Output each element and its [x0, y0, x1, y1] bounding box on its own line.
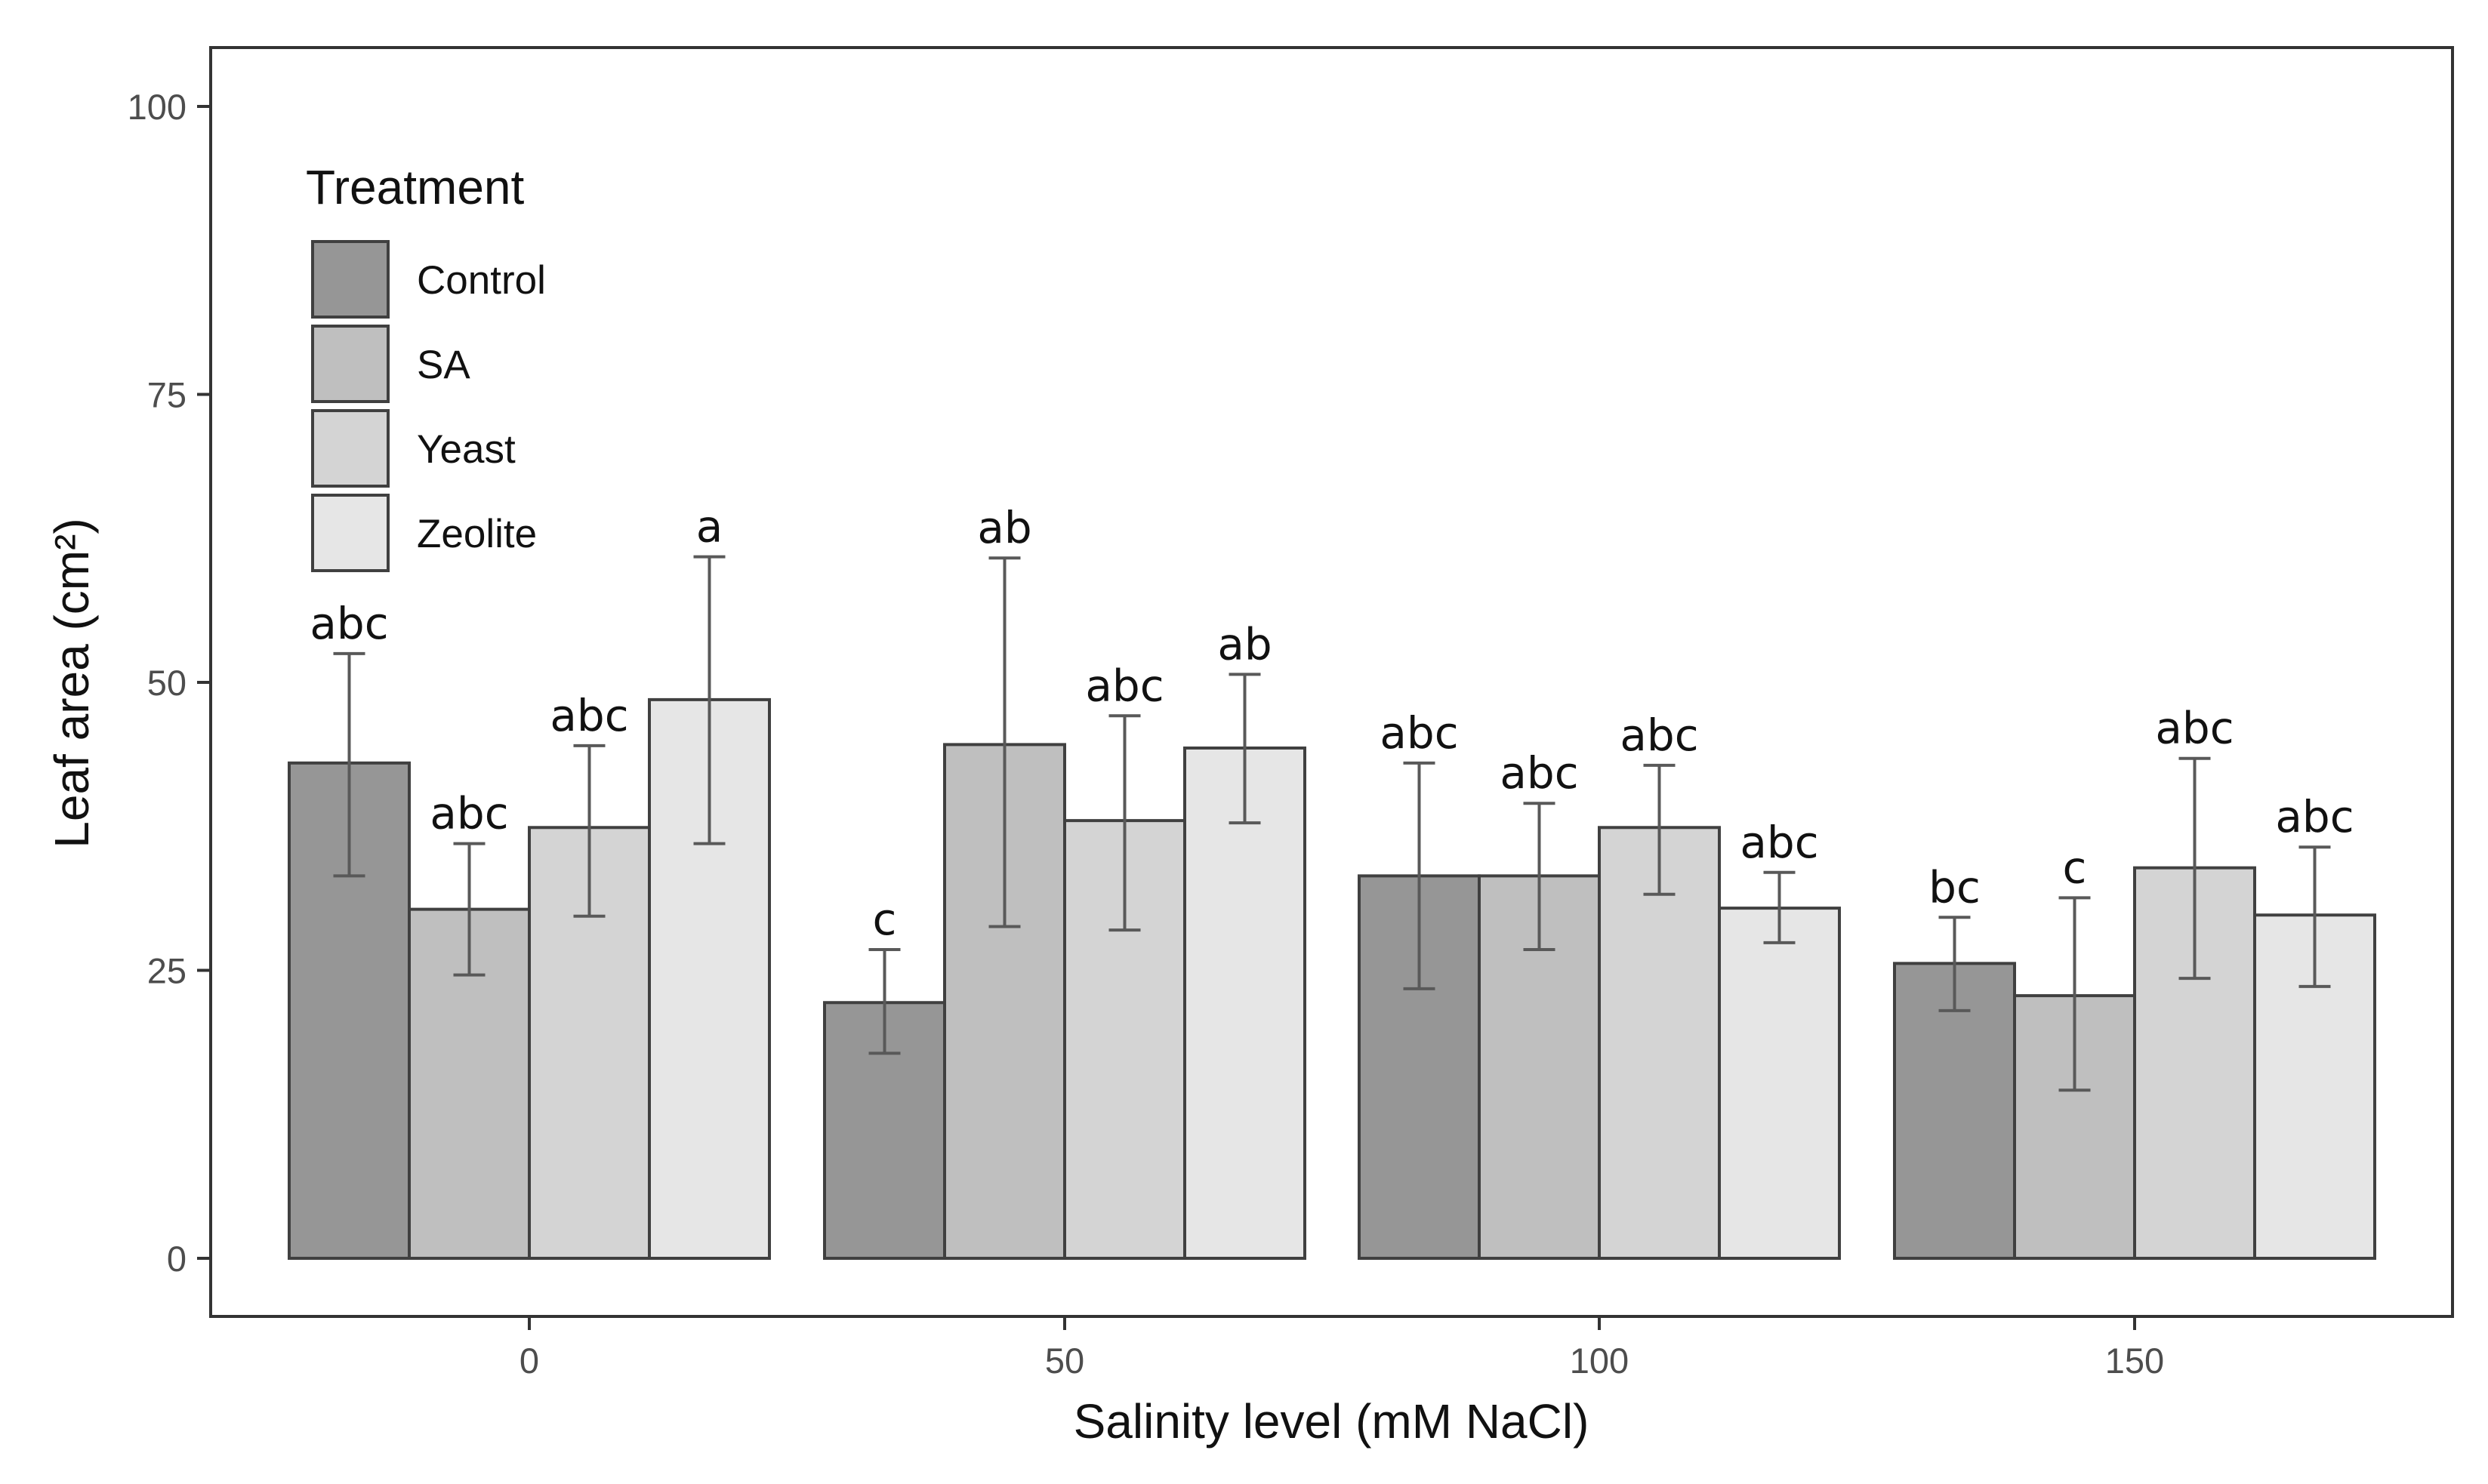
significance-label: c: [873, 894, 897, 945]
significance-label: bc: [1928, 861, 1981, 913]
legend-key-zeolite: [311, 494, 390, 572]
error-bars: [333, 555, 2331, 1092]
significance-label: abc: [310, 598, 388, 649]
error-bar-yeast-50: [1108, 714, 1141, 932]
legend-label-control: Control: [417, 258, 546, 303]
bar-zeolite-50: [1183, 746, 1306, 1260]
error-bar-zeolite-50: [1229, 673, 1261, 825]
significance-label: ab: [977, 502, 1031, 553]
x-tick-label: 0: [519, 1341, 539, 1381]
y-tick-label: 25: [147, 951, 187, 991]
bar-control-150: [1893, 962, 2016, 1260]
legend-label-sa: SA: [417, 343, 470, 387]
significance-label: c: [2063, 842, 2087, 893]
y-axis-title: Leaf area (cm²): [45, 518, 99, 848]
y-tick-label: 75: [147, 375, 187, 415]
x-tick-label: 100: [1570, 1341, 1629, 1381]
significance-label: abc: [550, 690, 628, 741]
significance-label: abc: [1620, 710, 1698, 761]
significance-label: abc: [1380, 707, 1458, 759]
legend-key-yeast: [311, 409, 390, 488]
x-tick-label: 50: [1045, 1341, 1084, 1381]
error-bar-zeolite-100: [1763, 870, 1796, 944]
legend-label-zeolite: Zeolite: [417, 512, 537, 556]
error-bar-zeolite-0: [693, 555, 726, 845]
legend-label-yeast: Yeast: [417, 427, 516, 472]
significance-label: abc: [1500, 747, 1578, 799]
y-tick-label: 100: [128, 87, 187, 127]
y-tick-label: 0: [167, 1239, 187, 1279]
significance-label: abc: [2275, 791, 2354, 842]
error-bar-yeast-0: [573, 744, 606, 918]
error-bar-control-100: [1403, 761, 1435, 990]
legend-key-control: [311, 240, 390, 319]
x-axis: 0 50 100 150: [519, 1316, 2164, 1381]
legend-title: Treatment: [306, 160, 525, 214]
error-bar-zeolite-150: [2298, 845, 2331, 988]
significance-label: abc: [430, 788, 508, 839]
error-bar-control-0: [333, 651, 365, 878]
significance-label: abc: [1085, 660, 1164, 711]
y-tick-label: 50: [147, 663, 187, 703]
legend-key-sa: [311, 325, 390, 403]
error-bar-sa-100: [1523, 802, 1555, 952]
error-bar-yeast-100: [1643, 763, 1676, 896]
y-axis: 0 25 50 75 100: [128, 87, 211, 1279]
legend: Treatment Control SA Yeast Zeolite: [306, 160, 546, 572]
significance-label: a: [696, 501, 723, 553]
bars: [288, 697, 2376, 1261]
error-bar-sa-150: [2058, 896, 2091, 1092]
significance-label: abc: [2155, 703, 2234, 754]
significance-label: abc: [1740, 817, 1818, 868]
error-bar-control-150: [1938, 916, 1971, 1012]
error-bar-sa-0: [453, 842, 486, 977]
error-bar-yeast-150: [2178, 756, 2211, 981]
error-bar-control-50: [868, 948, 901, 1055]
error-bar-sa-50: [988, 556, 1021, 928]
x-axis-title: Salinity level (mM NaCl): [1074, 1394, 1589, 1449]
bar-zeolite-100: [1718, 907, 1841, 1260]
x-tick-label: 150: [2105, 1341, 2164, 1381]
significance-label: ab: [1217, 618, 1272, 670]
